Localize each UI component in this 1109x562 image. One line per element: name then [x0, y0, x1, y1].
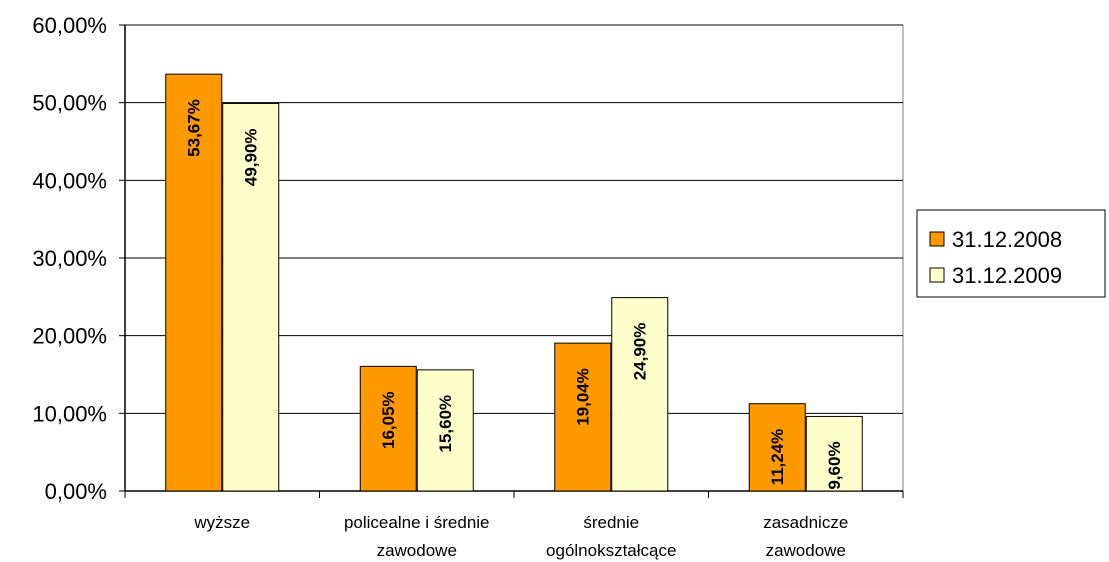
data-label: 53,67%: [185, 99, 204, 157]
x-tick-label: zawodowe: [377, 541, 457, 560]
x-tick-label: policealne i średnie: [344, 513, 490, 532]
legend: 31.12.2008 31.12.2009: [916, 209, 1106, 298]
y-tick-label: 10,00%: [32, 401, 107, 426]
data-label: 49,90%: [242, 128, 261, 186]
x-tick-label: wyższe: [193, 513, 250, 532]
y-tick-label: 60,00%: [32, 13, 107, 38]
x-tick-label: średnie: [583, 513, 639, 532]
y-tick-label: 40,00%: [32, 168, 107, 193]
data-label: 11,24%: [768, 429, 787, 486]
y-tick-label: 0,00%: [45, 479, 107, 504]
legend-swatch: [929, 231, 945, 247]
data-label: 19,04%: [574, 368, 593, 426]
x-axis: wyższe policealne i średnie zawodowe średni…: [124, 490, 904, 560]
bar: [805, 415, 863, 492]
bar: [222, 102, 280, 492]
x-tick-label: ogólnokształcące: [546, 541, 676, 560]
bar: [165, 73, 223, 492]
bar: [554, 342, 612, 492]
bar: [748, 403, 806, 492]
bar: [359, 365, 417, 492]
legend-box: [916, 209, 1106, 298]
data-label: 15,60%: [436, 395, 455, 453]
legend-label: 31.12.2009: [952, 263, 1062, 288]
x-tick-label: zasadnicze: [763, 513, 848, 532]
data-labels: 53,67% 49,90% 16,05% 15,60% 19,04% 24,90% 11,2…: [185, 99, 845, 489]
bar: [611, 297, 669, 492]
data-label: 24,90%: [631, 323, 650, 381]
y-tick-label: 50,00%: [32, 91, 107, 116]
data-label: 16,05%: [379, 391, 398, 449]
legend-label: 31.12.2008: [952, 227, 1062, 252]
bar: [416, 369, 474, 492]
data-label: 9,60%: [825, 441, 844, 489]
y-tick-label: 20,00%: [32, 324, 107, 349]
bars: [165, 73, 863, 492]
y-tick-label: 30,00%: [32, 246, 107, 271]
x-tick-label: zawodowe: [766, 541, 846, 560]
y-axis: 0,00% 10,00% 20,00% 30,00% 40,00% 50,00% 60,00…: [32, 13, 126, 504]
legend-swatch: [929, 267, 945, 283]
